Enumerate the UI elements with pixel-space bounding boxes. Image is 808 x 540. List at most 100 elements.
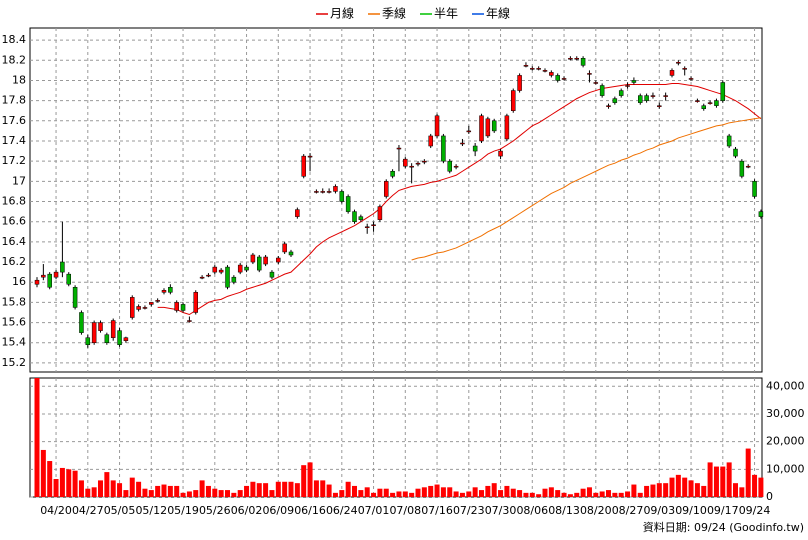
volume-bar	[523, 492, 529, 497]
candle-body	[326, 191, 332, 193]
volume-bar	[78, 480, 84, 497]
candle-body	[695, 100, 700, 102]
candle-body	[193, 292, 198, 313]
volume-bar	[447, 487, 453, 497]
volume-bar	[548, 487, 554, 497]
candle-body	[339, 191, 345, 202]
y-tick-label: 15.6	[2, 316, 27, 329]
candle-body	[168, 287, 173, 293]
candle-body	[415, 162, 421, 165]
candle-body	[199, 276, 205, 279]
volume-bar	[110, 480, 116, 497]
x-tick-label: 07/08	[389, 504, 421, 517]
volume-bar	[307, 462, 313, 497]
candle-body	[206, 274, 211, 277]
volume-bar	[612, 492, 618, 497]
volume-bar	[555, 490, 561, 497]
candle-body	[568, 58, 573, 60]
x-tick-label: 07/16	[421, 504, 453, 517]
candle-body	[231, 276, 237, 283]
candle-body	[53, 271, 59, 278]
candle-body	[358, 216, 364, 220]
volume-bar	[339, 490, 345, 497]
volume-bar	[167, 485, 173, 497]
volume-bar	[91, 487, 97, 497]
candle-body	[225, 266, 230, 288]
volume-bar	[542, 488, 548, 497]
candle-body	[447, 160, 452, 172]
y-tick-label: 18	[12, 73, 26, 86]
candle-body	[472, 145, 478, 152]
footnote: 資料日期: 09/24 (Goodinfo.tw)	[643, 520, 804, 534]
candle-body	[161, 290, 167, 293]
volume-bar	[263, 483, 269, 497]
volume-bar	[282, 481, 288, 497]
volume-bar	[599, 491, 605, 497]
x-tick-label: 09/03	[643, 504, 675, 517]
x-tick-label: 06/02	[231, 504, 263, 517]
y-tick-label: 17.6	[2, 114, 27, 127]
candle-body	[657, 105, 662, 107]
volume-bar	[231, 492, 237, 497]
candle-body	[631, 80, 637, 83]
volume-bar	[745, 448, 751, 497]
candle-body	[250, 254, 256, 263]
volume-bar	[688, 480, 694, 497]
x-tick-label: 09/24	[739, 504, 771, 517]
volume-bar	[155, 485, 161, 497]
candle-body	[606, 105, 611, 107]
candle-body	[707, 102, 713, 104]
volume-bar	[129, 477, 135, 497]
volume-bar	[377, 488, 383, 497]
volume-bar	[269, 490, 275, 497]
volume-bar	[498, 490, 504, 497]
candle-body	[428, 135, 433, 147]
volume-bar	[371, 492, 377, 497]
candle-body	[371, 224, 376, 226]
y-tick-label: 17.8	[2, 94, 27, 107]
candle-body	[549, 72, 554, 76]
y-tick-label: 16.2	[2, 255, 27, 268]
candle-body	[384, 181, 389, 197]
volume-bar	[567, 494, 573, 497]
x-tick-label: 04/27	[72, 504, 104, 517]
volume-bar	[85, 488, 91, 497]
volume-bar	[250, 481, 256, 497]
candle-body	[142, 307, 148, 309]
y2-tick-label: 10,000	[766, 462, 805, 475]
x-tick-label: 06/09	[262, 504, 294, 517]
volume-bar	[637, 492, 643, 497]
volume-bar	[364, 487, 370, 497]
candle-body	[218, 269, 224, 273]
candle-body	[91, 322, 97, 343]
volume-bar	[606, 490, 611, 497]
y2-tick-label: 0	[766, 490, 773, 503]
candle-body	[180, 304, 186, 311]
candle-body	[422, 160, 427, 163]
volume-bar	[326, 484, 332, 497]
volume-bar	[504, 485, 510, 497]
volume-bar	[383, 488, 389, 497]
volume-bar	[275, 481, 281, 497]
volume-bar	[174, 485, 180, 497]
candle-body	[345, 196, 351, 212]
candle-body	[282, 243, 287, 253]
volume-bar	[472, 487, 478, 497]
candle-body	[587, 73, 592, 75]
volume-bar	[98, 480, 103, 497]
candle-body	[453, 165, 459, 168]
candle-body	[149, 302, 154, 305]
candle-body	[618, 90, 624, 96]
volume-bar	[650, 484, 656, 497]
x-tick-label: 07/30	[485, 504, 517, 517]
x-tick-label: 07/01	[358, 504, 390, 517]
candle-body	[288, 251, 294, 256]
volume-bar	[586, 487, 592, 497]
volume-bar	[301, 465, 307, 497]
legend-label: 半年	[434, 7, 458, 21]
volume-bar	[72, 470, 78, 497]
candle-body	[320, 191, 325, 193]
volume-bar	[625, 491, 631, 497]
volume-bar	[440, 487, 446, 497]
x-tick-label: 06/24	[326, 504, 358, 517]
